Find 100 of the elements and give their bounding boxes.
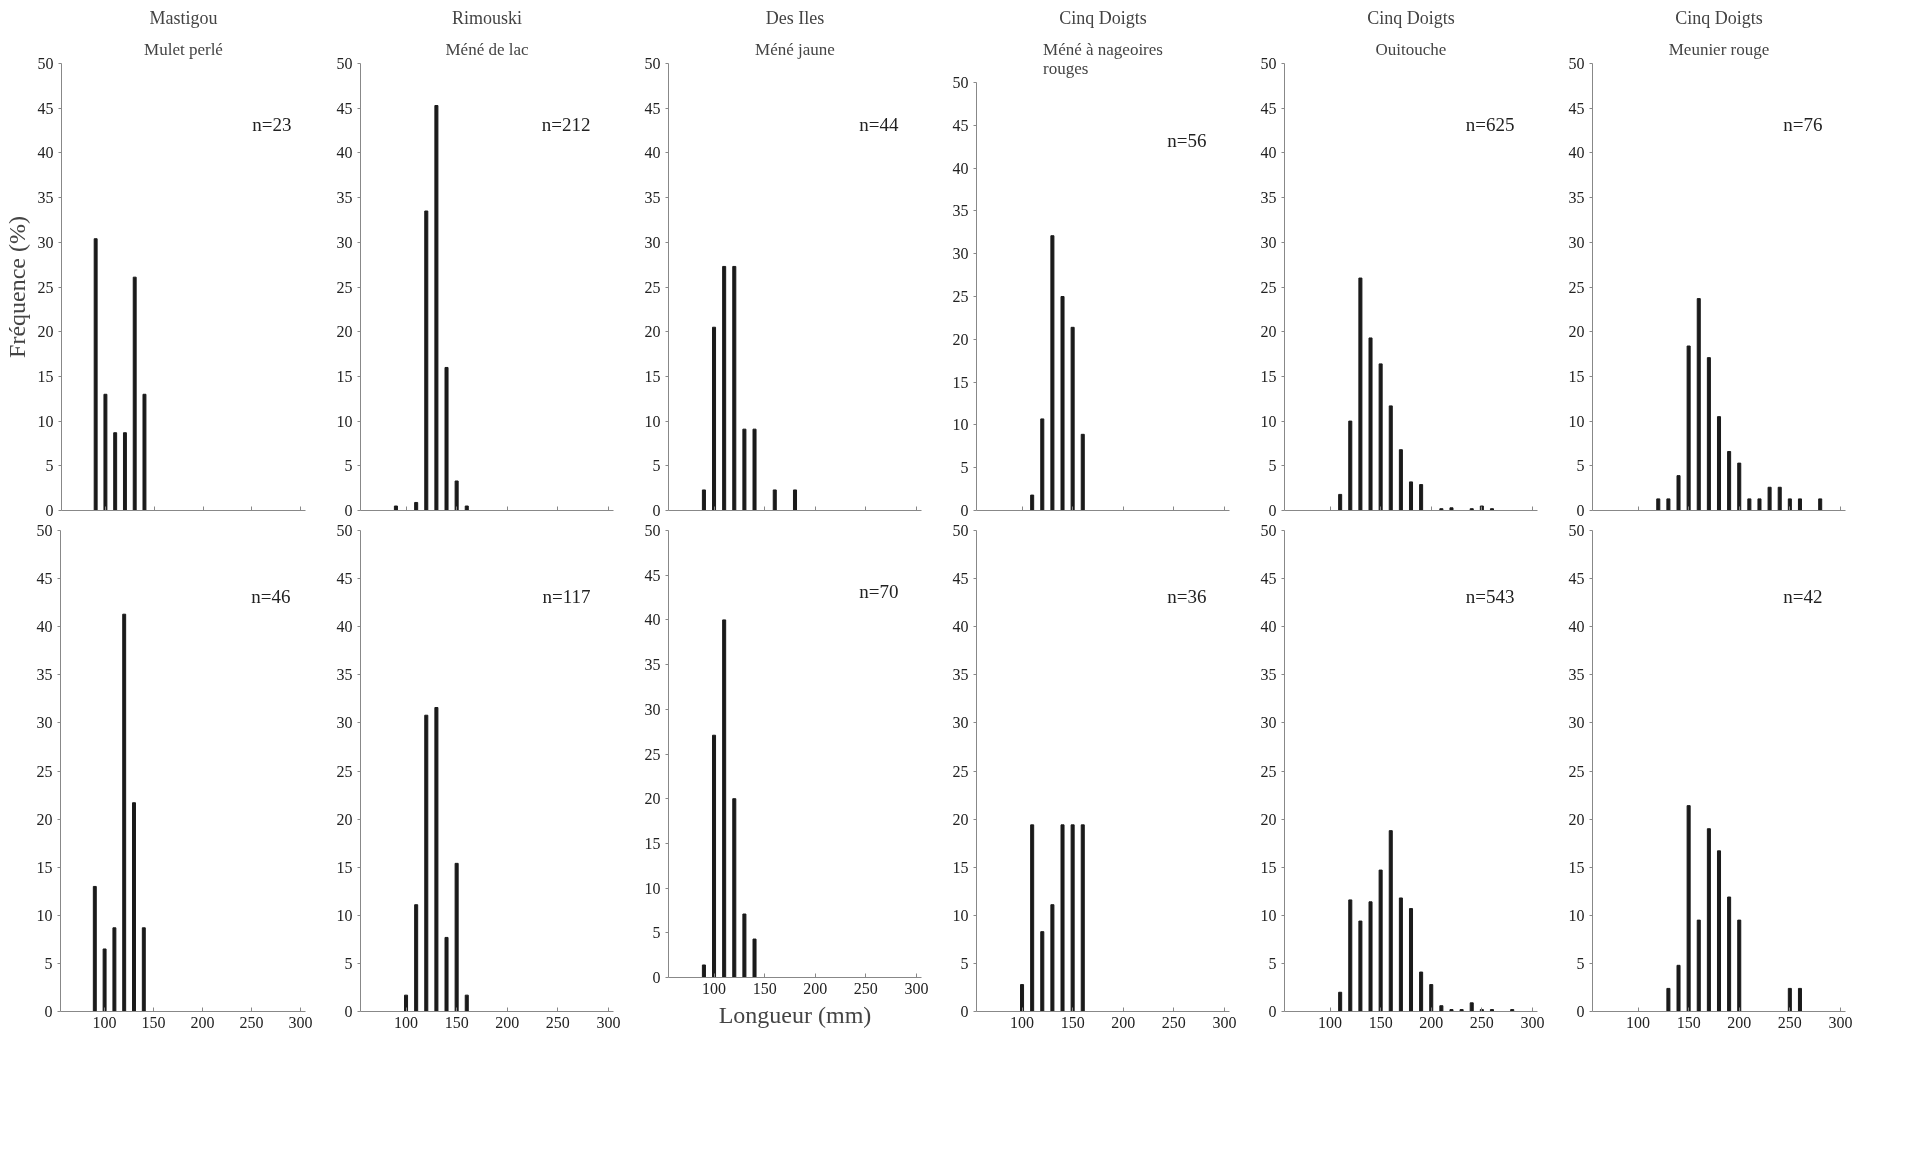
annotation: n=543 bbox=[1465, 586, 1515, 608]
chart-subtitle: Méné de lac bbox=[445, 39, 529, 59]
y-tick-label: 5 bbox=[960, 954, 969, 972]
y-tick-label: 50 bbox=[37, 55, 54, 72]
y-tick-label: 15 bbox=[36, 858, 53, 876]
y-tick-label: 0 bbox=[45, 502, 54, 519]
y-tick-label: 25 bbox=[952, 288, 969, 305]
y-tick-label: 0 bbox=[344, 1003, 353, 1020]
chart-title: Des Iles bbox=[765, 7, 825, 28]
y-tick-label: 25 bbox=[1568, 278, 1585, 296]
x-tick-label: 250 bbox=[853, 979, 878, 997]
y-tick-label: 40 bbox=[336, 144, 353, 162]
x-tick-label: 100 bbox=[1010, 1013, 1035, 1031]
y-tick-label: 15 bbox=[644, 367, 661, 385]
y-tick-label: 25 bbox=[1260, 762, 1277, 780]
y-tick-label: 35 bbox=[1568, 666, 1585, 684]
y-tick-label: 35 bbox=[1260, 189, 1277, 207]
y-tick-label: 30 bbox=[644, 700, 661, 718]
y-tick-label: 5 bbox=[44, 954, 53, 972]
y-tick-label: 20 bbox=[336, 323, 353, 341]
y-tick-label: 5 bbox=[1576, 954, 1585, 972]
chart-title: Rimouski bbox=[451, 7, 523, 28]
y-tick-label: 20 bbox=[952, 330, 969, 348]
x-tick-label: 250 bbox=[545, 1013, 570, 1031]
x-tick-label: 200 bbox=[495, 1013, 520, 1031]
annotation: n=42 bbox=[1783, 586, 1823, 608]
y-tick-label: 40 bbox=[336, 618, 353, 636]
y-tick-label: 30 bbox=[1260, 233, 1277, 251]
y-tick-label: 35 bbox=[644, 656, 661, 674]
y-tick-label: 50 bbox=[952, 522, 969, 539]
y-tick-label: 10 bbox=[644, 412, 661, 430]
y-tick-label: 0 bbox=[960, 502, 969, 519]
y-tick-label: 45 bbox=[1260, 99, 1277, 117]
y-tick-label: 25 bbox=[952, 762, 969, 780]
y-tick-label: 35 bbox=[336, 189, 353, 207]
x-tick-label: 300 bbox=[1212, 1013, 1237, 1031]
y-tick-label: 10 bbox=[952, 416, 969, 434]
y-tick-label: 40 bbox=[644, 144, 661, 162]
y-tick-label: 35 bbox=[952, 202, 969, 220]
y-tick-label: 15 bbox=[952, 373, 969, 391]
annotation: n=70 bbox=[859, 581, 899, 603]
y-tick-label: 0 bbox=[1576, 502, 1585, 519]
annotation: n=625 bbox=[1465, 114, 1515, 136]
x-tick-label: 250 bbox=[1161, 1013, 1186, 1031]
y-tick-label: 15 bbox=[1568, 367, 1585, 385]
y-tick-label: 5 bbox=[652, 457, 661, 475]
x-tick-label: 200 bbox=[1727, 1013, 1752, 1031]
y-tick-label: 40 bbox=[36, 618, 53, 636]
y-tick-label: 25 bbox=[336, 762, 353, 780]
y-tick-label: 20 bbox=[644, 790, 661, 808]
y-tick-label: 15 bbox=[1568, 858, 1585, 876]
y-tick-label: 40 bbox=[37, 144, 54, 162]
y-tick-label: 25 bbox=[336, 278, 353, 296]
y-tick-label: 50 bbox=[1568, 522, 1585, 539]
y-tick-label: 35 bbox=[1568, 189, 1585, 207]
y-tick-label: 35 bbox=[36, 666, 53, 684]
y-tick-label: 0 bbox=[652, 502, 661, 519]
x-tick-label: 250 bbox=[1469, 1013, 1494, 1031]
y-tick-label: 10 bbox=[952, 906, 969, 924]
y-tick-label: 30 bbox=[336, 233, 353, 251]
x-tick-label: 150 bbox=[1368, 1013, 1393, 1031]
y-tick-label: 30 bbox=[1568, 714, 1585, 732]
y-tick-label: 5 bbox=[344, 457, 353, 475]
x-tick-label: 250 bbox=[239, 1013, 264, 1031]
chart-subtitle: Méné jaune bbox=[755, 39, 835, 59]
y-tick-label: 25 bbox=[644, 278, 661, 296]
y-tick-label: 40 bbox=[952, 159, 969, 177]
annotation: n=212 bbox=[541, 114, 591, 136]
y-tick-label: 50 bbox=[1260, 522, 1277, 539]
chart-subtitle: Méné à nageoires rouges bbox=[1043, 39, 1163, 78]
y-tick-label: 5 bbox=[1576, 457, 1585, 475]
y-tick-label: 0 bbox=[1576, 1003, 1585, 1020]
y-tick-label: 20 bbox=[1568, 323, 1585, 341]
y-tick-label: 20 bbox=[1260, 323, 1277, 341]
y-tick-label: 20 bbox=[1260, 810, 1277, 828]
y-tick-label: 15 bbox=[644, 834, 661, 852]
y-tick-label: 25 bbox=[1260, 278, 1277, 296]
y-tick-label: 30 bbox=[952, 245, 969, 263]
y-tick-label: 15 bbox=[1260, 367, 1277, 385]
y-tick-label: 45 bbox=[1568, 99, 1585, 117]
chart-subtitle: Ouitouche bbox=[1375, 39, 1447, 59]
x-tick-label: 200 bbox=[1111, 1013, 1136, 1031]
y-tick-label: 20 bbox=[37, 323, 54, 341]
x-tick-label: 200 bbox=[803, 979, 828, 997]
y-tick-label: 30 bbox=[644, 233, 661, 251]
annotation: n=46 bbox=[251, 586, 291, 608]
y-tick-label: 35 bbox=[1260, 666, 1277, 684]
y-tick-label: 50 bbox=[1568, 55, 1585, 72]
y-tick-label: 5 bbox=[45, 457, 54, 475]
y-tick-label: 45 bbox=[952, 116, 969, 134]
y-tick-label: 0 bbox=[344, 502, 353, 519]
y-tick-label: 50 bbox=[36, 522, 53, 539]
y-tick-label: 35 bbox=[336, 666, 353, 684]
y-tick-label: 0 bbox=[44, 1003, 53, 1020]
y-tick-label: 10 bbox=[644, 879, 661, 897]
y-tick-label: 30 bbox=[37, 233, 54, 251]
chart-subtitle: Mulet perlé bbox=[144, 39, 223, 59]
x-tick-label: 150 bbox=[141, 1013, 166, 1031]
y-tick-label: 25 bbox=[37, 278, 54, 296]
y-tick-label: 20 bbox=[644, 323, 661, 341]
